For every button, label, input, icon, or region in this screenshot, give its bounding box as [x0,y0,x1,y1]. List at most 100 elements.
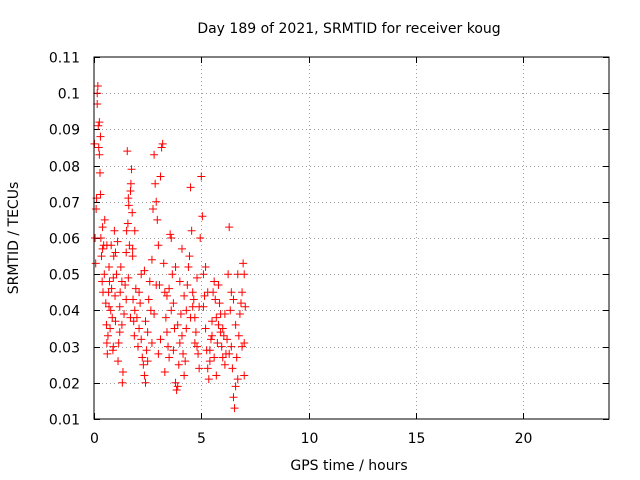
data-point [152,281,161,290]
data-point [126,179,135,188]
data-point [142,346,151,355]
data-point [123,147,132,156]
data-point [128,252,137,261]
data-point [229,295,238,304]
data-point [199,270,208,279]
data-point [151,179,160,188]
data-point [120,310,129,319]
data-point [184,262,193,271]
data-point [156,335,165,344]
data-point [215,299,224,308]
data-point [238,288,247,297]
data-point [214,320,223,329]
data-point [92,205,101,214]
x-tick-label: 10 [301,431,319,447]
data-point [94,143,103,152]
data-point [138,353,147,362]
data-point [137,270,146,279]
plot-frame [93,56,610,420]
data-point [213,338,222,347]
data-point [225,349,234,358]
data-point [177,244,186,253]
data-point [233,375,242,384]
data-point [186,313,195,322]
data-point [159,259,168,268]
data-point [201,262,210,271]
data-point [114,357,123,366]
data-point [208,331,217,340]
data-point [141,317,150,326]
data-point [122,226,131,235]
data-point [102,338,111,347]
data-point [169,299,178,308]
data-point [236,299,245,308]
data-point [125,241,134,250]
data-point [117,320,126,329]
data-point [102,320,111,329]
data-point [156,172,165,181]
data-point [118,367,127,376]
data-point [141,378,150,387]
y-tick-label: 0.06 [49,232,80,248]
data-point [214,281,223,290]
data-point [195,364,204,373]
data-point [181,357,190,366]
data-point [105,302,114,311]
data-point [96,190,105,199]
data-point [126,186,135,195]
data-point [231,320,240,329]
data-point [197,172,206,181]
x-tick-label: 20 [515,431,533,447]
data-point [188,288,197,297]
data-point [162,291,171,300]
data-point [161,313,170,322]
data-point [124,273,133,282]
data-point [94,121,103,130]
y-tick-label: 0.11 [49,51,80,67]
data-point [165,353,174,362]
data-point [216,328,225,337]
data-point [140,371,149,380]
data-point [167,306,176,315]
data-point [230,404,239,413]
data-point [107,284,116,293]
data-point [168,270,177,279]
data-point [98,244,107,253]
data-point [177,331,186,340]
data-point [185,252,194,261]
data-point [129,317,138,326]
data-point [111,248,120,257]
data-point [175,338,184,347]
data-point [93,89,102,98]
data-point [164,342,173,351]
data-point [203,288,212,297]
data-point [96,168,105,177]
data-point [227,288,236,297]
data-point [158,139,167,148]
x-tick-label: 0 [90,431,99,447]
data-point [240,371,249,380]
data-point [191,328,200,337]
data-point [167,234,176,242]
data-point [111,317,120,326]
data-point [187,226,196,235]
data-point [145,277,154,286]
data-point [171,262,180,271]
data-point [188,302,197,311]
y-tick-label: 0.08 [49,160,80,176]
data-point [152,197,161,206]
data-point [210,353,219,362]
data-point [206,335,215,344]
data-point [228,364,237,373]
y-tick-label: 0.01 [49,413,80,429]
data-point [124,201,133,210]
data-point [173,382,182,391]
data-point [140,266,149,275]
data-point [154,349,163,358]
data-point [135,324,144,333]
data-point [225,223,234,232]
data-point [208,317,217,326]
data-point [96,132,105,141]
data-point [98,277,107,286]
